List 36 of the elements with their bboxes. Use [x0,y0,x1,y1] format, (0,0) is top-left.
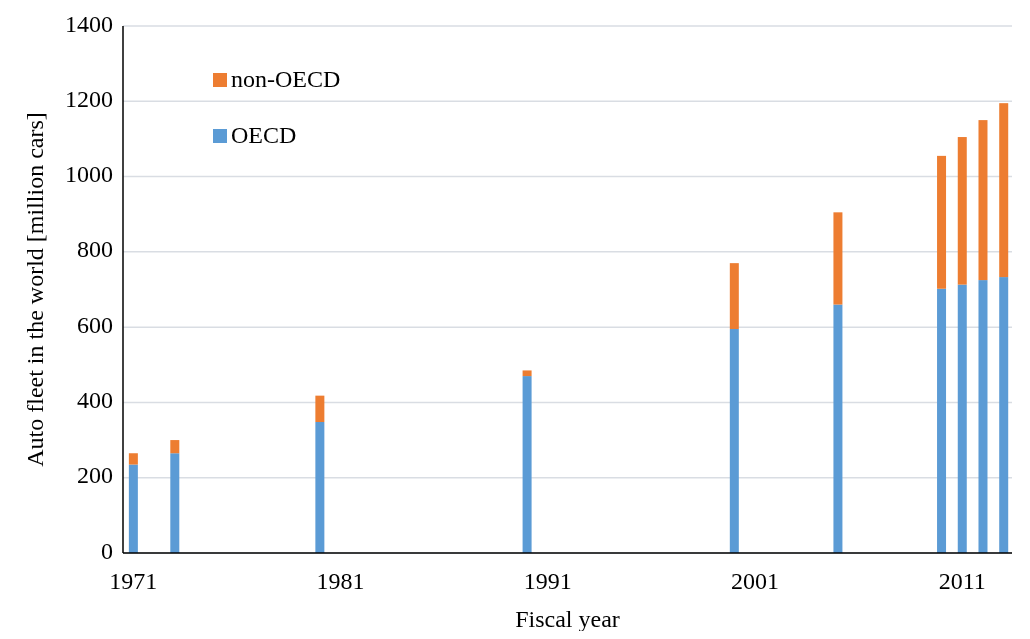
bar [937,155,947,289]
x-tick-label: 2011 [938,568,986,594]
x-tick-label: 1991 [523,568,572,594]
bar [729,329,739,553]
bar [833,304,843,553]
legend-label: non-OECD [231,65,341,92]
x-tick-label: 1981 [316,568,365,594]
bar [978,120,988,281]
bar [170,453,180,553]
y-tick-label: 0 [101,537,113,564]
bar [999,277,1009,553]
bar [522,376,532,553]
y-tick-label: 200 [77,462,113,489]
bar [128,464,138,553]
bar [522,370,532,377]
y-tick-label: 1400 [65,10,113,37]
y-tick-label: 1200 [65,85,113,112]
bar [937,288,947,553]
y-tick-label: 400 [77,386,113,413]
y-tick-label: 600 [77,311,113,338]
bar [128,453,138,465]
bar [315,422,325,553]
y-axis-title: Auto fleet in the world [million cars] [22,112,48,467]
bar [957,284,967,553]
bar [729,263,739,330]
bar [978,280,988,553]
x-tick-label: 1971 [109,568,158,594]
y-tick-label: 1000 [65,161,113,188]
bar [315,395,325,422]
bar [833,212,843,305]
legend-label: OECD [231,121,297,148]
bar [957,137,967,285]
bar [999,103,1009,278]
bar [170,440,180,454]
y-tick-label: 800 [77,236,113,263]
x-tick-label: 2001 [731,568,780,594]
